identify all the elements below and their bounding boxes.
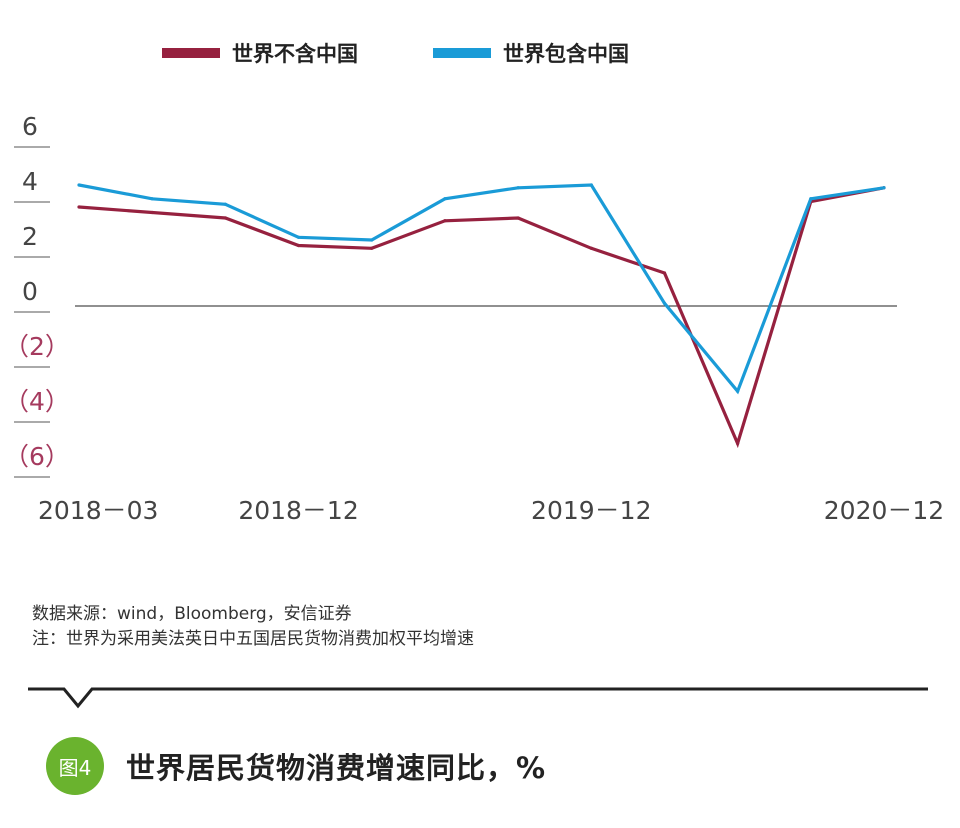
data-point xyxy=(296,243,301,248)
figure-badge: 图4 xyxy=(46,737,104,795)
x-axis: 2018－03 2018－12 2019－12 2020－12 xyxy=(38,496,944,525)
y-tick-label: （6） xyxy=(4,442,70,471)
data-point xyxy=(589,183,593,187)
data-point xyxy=(223,202,227,206)
data-point xyxy=(516,186,520,190)
footnote: 注：世界为采用美法英日中五国居民货物消费加权平均增速 xyxy=(32,629,474,649)
data-point xyxy=(77,183,81,187)
x-tick-label: 2020－12 xyxy=(824,496,944,525)
y-tick-label: （2） xyxy=(4,332,70,361)
data-point xyxy=(443,197,447,201)
data-point xyxy=(736,389,740,393)
data-point xyxy=(370,246,374,250)
series-group xyxy=(77,183,886,449)
series-line-2 xyxy=(78,183,885,395)
legend-swatch-2 xyxy=(433,48,491,58)
series-line-1 xyxy=(78,186,885,449)
data-point xyxy=(223,216,227,220)
x-tick-label: 2018－03 xyxy=(38,496,158,525)
data-point xyxy=(443,219,447,223)
data-point xyxy=(516,216,520,220)
data-point xyxy=(77,205,81,209)
y-tick-label: 4 xyxy=(22,167,38,196)
x-tick-label: 2018－12 xyxy=(238,496,358,525)
figure-caption: 图4 世界居民货物消费增速同比，% xyxy=(46,736,546,796)
data-point xyxy=(882,186,886,190)
data-point xyxy=(662,271,667,275)
data-point xyxy=(150,197,154,201)
y-tick-label: 0 xyxy=(22,277,38,306)
y-tick-label: 6 xyxy=(22,112,38,141)
legend-swatch-1 xyxy=(162,48,220,58)
legend-label-1: 世界不含中国 xyxy=(232,42,358,66)
data-point xyxy=(370,238,374,242)
notes: 数据来源：wind，Bloomberg，安信证券 注：世界为采用美法英日中五国居… xyxy=(32,602,474,652)
figure-title: 世界居民货物消费增速同比，% xyxy=(126,751,547,785)
data-point xyxy=(736,441,740,446)
legend-label-2: 世界包含中国 xyxy=(503,42,629,66)
divider xyxy=(28,687,928,709)
y-tick-label: 2 xyxy=(22,222,38,251)
data-point xyxy=(296,235,301,239)
x-tick-label: 2019－12 xyxy=(531,496,651,525)
y-axis: 6 4 2 0 （2） （4） （6） xyxy=(4,112,70,478)
data-point xyxy=(662,301,667,305)
legend: 世界不含中国 世界包含中国 xyxy=(162,42,629,66)
data-point xyxy=(809,197,813,201)
y-tick-label: （4） xyxy=(4,387,70,416)
source-note: 数据来源：wind，Bloomberg，安信证券 xyxy=(32,604,352,624)
line-chart: 世界不含中国 世界包含中国 6 4 2 0 （2） （4） （6） 2018－03 2018－1… xyxy=(4,42,944,525)
data-point xyxy=(150,210,154,215)
data-point xyxy=(589,246,593,250)
